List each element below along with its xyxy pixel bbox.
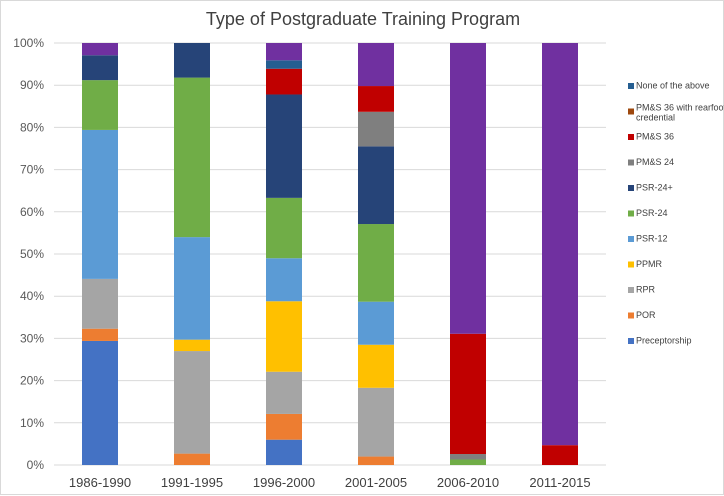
bar-segment xyxy=(82,340,118,465)
legend-label: PM&S 36 with rearfoot credential xyxy=(636,103,724,123)
legend-label: PSR-24+ xyxy=(636,182,673,192)
bar-segment xyxy=(358,387,394,457)
bar-segment xyxy=(82,278,118,329)
y-tick-label: 30% xyxy=(20,331,44,345)
y-tick-label: 50% xyxy=(20,247,44,261)
bar-segment xyxy=(266,43,302,61)
bar-segment xyxy=(358,224,394,302)
bar-segment xyxy=(266,439,302,465)
legend-swatch xyxy=(628,261,634,268)
bar-segment xyxy=(82,129,118,279)
bar-segment xyxy=(542,445,578,465)
legend-label: PM&S 36 xyxy=(636,131,674,141)
bar-segment xyxy=(542,43,578,446)
legend-swatch xyxy=(628,159,634,166)
bar-segment xyxy=(174,351,210,454)
y-tick-label: 100% xyxy=(13,36,44,50)
legend-swatch xyxy=(628,185,634,191)
bar-segment xyxy=(174,77,210,238)
x-tick-label: 2011-2015 xyxy=(529,475,590,490)
y-tick-label: 60% xyxy=(20,205,44,219)
y-tick-label: 70% xyxy=(20,163,44,177)
legend-swatch xyxy=(628,338,634,344)
legend-label: PPMR xyxy=(636,259,663,269)
bar-segment xyxy=(174,43,210,78)
bar-segment xyxy=(82,328,118,341)
bar-segment xyxy=(450,43,486,334)
bar-segment xyxy=(358,86,394,112)
legend-swatch xyxy=(628,108,634,115)
bar-segment xyxy=(82,43,118,56)
chart-title: Type of Postgraduate Training Program xyxy=(205,9,521,29)
bar-segment xyxy=(266,413,302,440)
legend-label: None of the above xyxy=(636,80,710,90)
legend-swatch xyxy=(628,287,634,293)
bar-segment xyxy=(450,333,486,455)
legend-swatch xyxy=(628,83,634,89)
legend-label: PSR-24 xyxy=(636,208,668,218)
bar-segment xyxy=(358,43,394,87)
bar-segment xyxy=(266,94,302,198)
bar-segment xyxy=(358,344,394,388)
legend-label: POR xyxy=(636,310,656,320)
bar-segment xyxy=(266,301,302,372)
y-tick-label: 10% xyxy=(20,416,44,430)
legend-swatch xyxy=(628,134,634,140)
bar-segment xyxy=(358,111,394,147)
bar-segment xyxy=(266,68,302,95)
y-tick-label: 20% xyxy=(20,374,44,388)
bar-segment xyxy=(174,453,210,465)
x-tick-label: 2001-2005 xyxy=(345,475,407,490)
bar-segment xyxy=(174,237,210,340)
y-tick-label: 0% xyxy=(27,458,45,472)
legend-label: PM&S 24 xyxy=(636,157,674,167)
x-tick-label: 2006-2010 xyxy=(437,475,499,490)
x-tick-label: 1986-1990 xyxy=(69,475,131,490)
bar-segment xyxy=(450,459,486,465)
bar-segment xyxy=(266,258,302,302)
bar-segment xyxy=(82,55,118,81)
bar-segment xyxy=(266,60,302,69)
bar-segment xyxy=(174,339,210,352)
bar-segment xyxy=(266,371,302,414)
legend-label: PSR-12 xyxy=(636,233,668,243)
y-tick-label: 40% xyxy=(20,289,44,303)
legend-swatch xyxy=(628,312,634,319)
y-tick-label: 80% xyxy=(20,120,44,134)
legend-label: Preceptorship xyxy=(636,335,692,345)
bar-segment xyxy=(450,454,486,460)
legend-label: RPR xyxy=(636,284,656,294)
bar-segment xyxy=(266,197,302,259)
bar-segment xyxy=(358,301,394,345)
x-tick-label: 1996-2000 xyxy=(253,475,315,490)
bar-segment xyxy=(358,146,394,225)
bar-segment xyxy=(358,456,394,465)
legend-swatch xyxy=(628,210,634,217)
legend-swatch xyxy=(628,236,634,242)
bar-segment xyxy=(82,80,118,130)
y-tick-label: 90% xyxy=(20,78,44,92)
x-tick-label: 1991-1995 xyxy=(161,475,223,490)
